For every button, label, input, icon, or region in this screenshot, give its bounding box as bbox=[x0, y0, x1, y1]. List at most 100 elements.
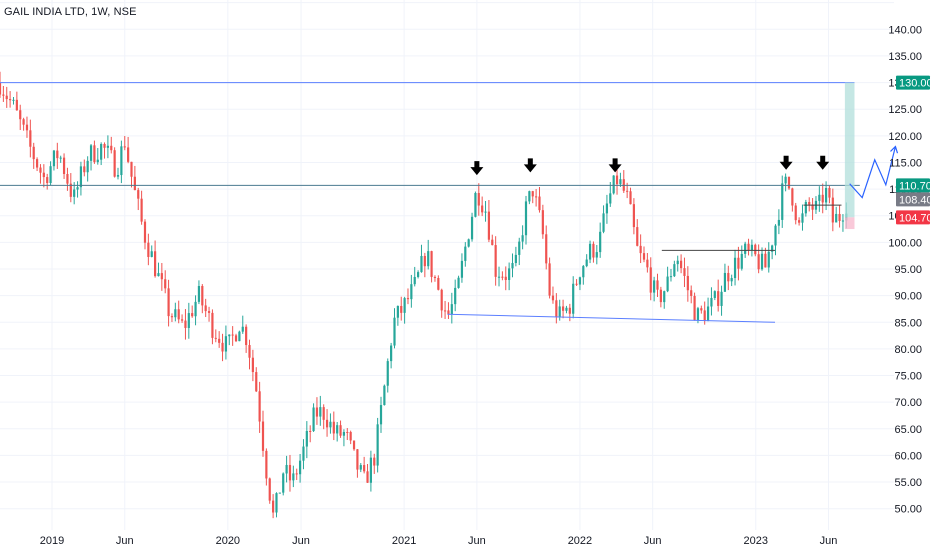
candle-body bbox=[710, 297, 713, 307]
candle-body bbox=[160, 273, 163, 280]
candle-body bbox=[19, 110, 22, 120]
price-badge bbox=[896, 75, 930, 90]
candle-body bbox=[497, 276, 501, 278]
candle-body bbox=[349, 432, 352, 441]
candle-body bbox=[740, 253, 743, 269]
candle-body bbox=[443, 310, 447, 312]
candle-body bbox=[467, 239, 470, 247]
candle-body bbox=[150, 251, 153, 257]
price-badge-label: 110.70 bbox=[899, 180, 932, 192]
candle-body bbox=[764, 253, 767, 268]
candle-body bbox=[777, 219, 780, 226]
candle-body bbox=[46, 177, 49, 184]
candle-body bbox=[288, 464, 292, 481]
candle-body bbox=[312, 407, 315, 432]
candle-body bbox=[309, 430, 312, 432]
candle-body bbox=[231, 334, 234, 336]
candle-body bbox=[292, 473, 295, 481]
candle-body bbox=[504, 276, 507, 280]
candle-body bbox=[56, 150, 59, 159]
candle-body bbox=[524, 201, 528, 236]
candle-body bbox=[329, 421, 332, 428]
candle-body bbox=[315, 407, 319, 417]
candle-body bbox=[2, 94, 5, 96]
candle-body bbox=[396, 306, 399, 318]
y-tick-label: 70.00 bbox=[894, 397, 922, 409]
candle-body bbox=[595, 252, 598, 258]
candle-body bbox=[508, 268, 511, 280]
candle-body bbox=[275, 493, 278, 513]
candle-body bbox=[464, 246, 467, 261]
candle-body bbox=[750, 244, 754, 250]
candle-body bbox=[379, 405, 383, 425]
candle-body bbox=[346, 431, 349, 433]
candle-body bbox=[356, 449, 359, 470]
candle-body bbox=[649, 267, 652, 293]
candle-body bbox=[113, 150, 116, 177]
y-tick-label: 75.00 bbox=[894, 371, 922, 383]
candle-body bbox=[477, 193, 480, 206]
candle-body bbox=[521, 235, 524, 242]
candle-body bbox=[639, 245, 642, 254]
candle-body bbox=[572, 283, 575, 314]
candle-body bbox=[133, 176, 136, 191]
candle-body bbox=[727, 272, 730, 282]
candle-body bbox=[629, 191, 632, 205]
y-tick-label: 140.00 bbox=[888, 24, 922, 36]
candle-body bbox=[325, 419, 329, 428]
candle-body bbox=[679, 260, 683, 269]
candle-body bbox=[157, 273, 160, 277]
candle-body bbox=[386, 361, 389, 386]
candle-body bbox=[612, 175, 615, 194]
candle-body bbox=[636, 227, 639, 246]
candle-body bbox=[511, 263, 514, 269]
candle-body bbox=[79, 166, 83, 188]
candle-body bbox=[191, 313, 194, 317]
candle-body bbox=[268, 478, 271, 501]
candle-body bbox=[393, 317, 396, 346]
candle-body bbox=[828, 187, 831, 198]
candle-body bbox=[255, 372, 258, 392]
price-badge bbox=[896, 192, 930, 207]
y-tick-label: 85.00 bbox=[894, 317, 922, 329]
candle-body bbox=[285, 464, 288, 474]
candle-body bbox=[733, 257, 737, 279]
x-tick-label: 2023 bbox=[744, 535, 768, 547]
candle-body bbox=[278, 492, 281, 494]
candle-body bbox=[798, 220, 801, 223]
candle-body bbox=[642, 253, 646, 260]
y-tick-label: 95.00 bbox=[894, 264, 922, 276]
candle-body bbox=[632, 204, 635, 228]
candle-body bbox=[410, 284, 413, 300]
candle-body bbox=[781, 183, 784, 220]
candle-body bbox=[693, 295, 696, 321]
candle-body bbox=[241, 326, 244, 332]
candle-body bbox=[29, 130, 32, 147]
candle-body bbox=[737, 257, 740, 269]
candle-body bbox=[305, 430, 308, 447]
candle-body bbox=[804, 201, 807, 214]
candle-body bbox=[683, 268, 686, 276]
candle-body bbox=[706, 306, 710, 322]
candle-body bbox=[187, 313, 190, 328]
candle-body bbox=[659, 289, 662, 303]
candle-body bbox=[116, 175, 120, 177]
candle-body bbox=[656, 280, 659, 290]
candle-body bbox=[487, 211, 491, 240]
candle-body bbox=[450, 304, 453, 315]
candle-body bbox=[218, 338, 221, 343]
candle-body bbox=[427, 251, 430, 267]
candle-body bbox=[319, 407, 322, 417]
candle-body bbox=[599, 231, 602, 253]
candle-body bbox=[588, 243, 592, 260]
candle-body bbox=[336, 425, 339, 434]
candle-body bbox=[383, 385, 386, 406]
candle-body bbox=[261, 421, 265, 451]
candle-body bbox=[406, 298, 410, 300]
candle-body bbox=[423, 255, 426, 267]
y-tick-label: 60.00 bbox=[894, 450, 922, 462]
candle-body bbox=[103, 143, 106, 148]
candle-body bbox=[96, 159, 99, 163]
candle-body bbox=[646, 259, 649, 268]
y-tick-label: 120.00 bbox=[888, 131, 922, 143]
